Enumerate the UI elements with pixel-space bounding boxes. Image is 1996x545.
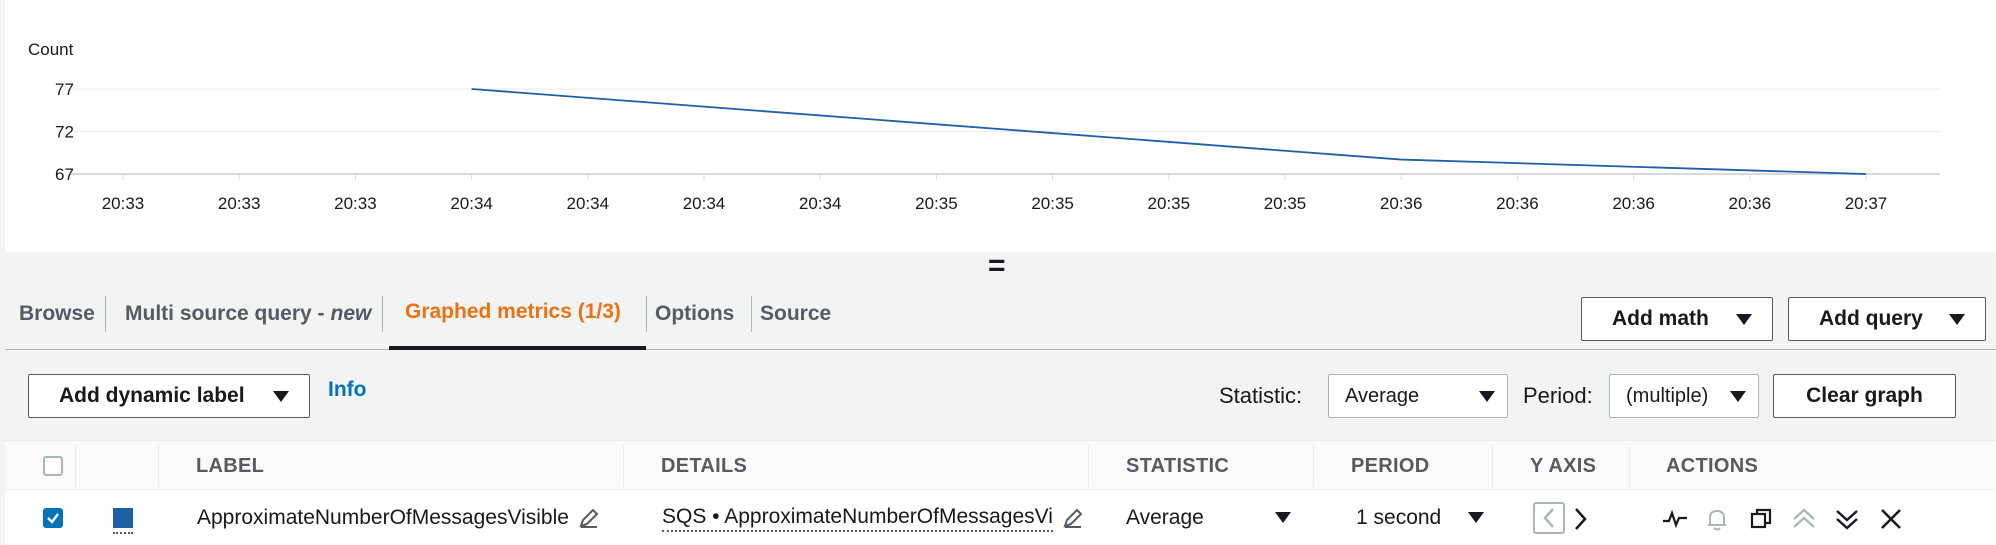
tab-multi-source-query[interactable]: Multi source query - new	[125, 278, 371, 350]
checkmark-icon	[47, 513, 59, 524]
tab-options[interactable]: Options	[655, 278, 734, 350]
swatch-underline	[113, 532, 133, 534]
tab-bar: Browse Multi source query - new Graphed …	[5, 278, 1996, 350]
tab-browse[interactable]: Browse	[19, 278, 95, 350]
add-math-button[interactable]: Add math	[1581, 297, 1773, 341]
move-up-icon[interactable]	[1790, 505, 1818, 533]
column-header-actions: ACTIONS	[1666, 454, 1759, 477]
caret-down-icon	[273, 390, 289, 402]
tab-divider	[382, 296, 383, 332]
caret-down-icon	[1275, 512, 1291, 523]
y-axis-label: Count	[28, 40, 74, 59]
tab-label: Options	[655, 302, 735, 325]
column-divider	[1313, 445, 1314, 487]
column-header-label: LABEL	[196, 454, 265, 477]
tab-source[interactable]: Source	[750, 278, 831, 350]
row-label-cell: ApproximateNumberOfMessagesVisible	[197, 490, 601, 545]
tab-new-badge: new	[330, 302, 372, 325]
button-label: Add dynamic label	[59, 384, 245, 407]
x-tick-label: 20:35	[1264, 194, 1307, 213]
table-header: LABEL DETAILS STATISTIC PERIOD Y AXIS AC…	[5, 440, 1996, 490]
x-tick-label: 20:36	[1729, 194, 1772, 213]
row-period-select[interactable]: 1 second	[1356, 490, 1484, 545]
line-chart: Count 67 72 77 20:33 20:33 20:33 20:34 20:34 20…	[28, 40, 1940, 213]
x-tick-label: 20:34	[683, 194, 726, 213]
graph-line-icon[interactable]	[1661, 505, 1689, 533]
table-row: ApproximateNumberOfMessagesVisible SQS •…	[5, 490, 1996, 545]
duplicate-icon[interactable]	[1747, 505, 1775, 533]
x-tick-label: 20:35	[1148, 194, 1191, 213]
x-tick-label: 20:35	[915, 194, 958, 213]
caret-down-icon	[1479, 390, 1495, 402]
move-down-icon[interactable]	[1833, 505, 1861, 533]
column-divider	[1492, 445, 1493, 487]
edit-pencil-icon[interactable]	[1061, 506, 1085, 530]
tab-graphed-metrics[interactable]: Graphed metrics (1/3)	[389, 278, 646, 350]
x-tick-label: 20:34	[799, 194, 842, 213]
column-divider	[75, 445, 76, 487]
caret-down-icon	[1736, 313, 1752, 325]
row-checkbox[interactable]	[43, 508, 63, 528]
tab-divider	[646, 296, 647, 332]
series-color-swatch[interactable]	[113, 508, 133, 528]
button-label: Add query	[1819, 307, 1923, 330]
tab-label: Graphed metrics (1/3)	[405, 300, 621, 323]
tab-label: Source	[760, 302, 832, 325]
add-query-button[interactable]: Add query	[1788, 297, 1986, 341]
x-tick-label: 20:36	[1380, 194, 1423, 213]
column-header-details: DETAILS	[661, 454, 748, 477]
button-label: Add math	[1612, 307, 1709, 330]
select-all-checkbox[interactable]	[43, 456, 63, 476]
tab-divider	[105, 296, 106, 332]
y-tick-label: 72	[55, 123, 74, 142]
x-tick-label: 20:36	[1612, 194, 1655, 213]
row-statistic-value: Average	[1126, 505, 1204, 529]
row-statistic-select[interactable]: Average	[1126, 490, 1291, 545]
statistic-select[interactable]: Average	[1328, 374, 1508, 418]
x-tick-label: 20:33	[334, 194, 377, 213]
row-period-value: 1 second	[1356, 505, 1442, 529]
x-tick-label: 20:36	[1496, 194, 1539, 213]
column-divider	[1629, 445, 1630, 487]
info-link[interactable]: Info	[328, 378, 367, 401]
clear-graph-button[interactable]: Clear graph	[1773, 374, 1956, 418]
column-header-statistic: STATISTIC	[1126, 454, 1230, 477]
x-tick-label: 20:33	[218, 194, 261, 213]
tab-label: Multi source query -	[125, 302, 325, 325]
close-icon[interactable]	[1877, 505, 1905, 533]
column-header-period: PERIOD	[1351, 454, 1430, 477]
caret-down-icon	[1949, 313, 1965, 325]
alarm-bell-icon[interactable]	[1703, 505, 1731, 533]
tab-label: Browse	[19, 302, 95, 325]
y-axis-right-icon[interactable]	[1571, 505, 1599, 533]
column-header-y-axis: Y AXIS	[1530, 454, 1597, 477]
row-details-cell: SQS • ApproximateNumberOfMessagesVi	[662, 490, 1085, 545]
metric-details[interactable]: SQS • ApproximateNumberOfMessagesVi	[662, 504, 1053, 532]
x-tick-label: 20:34	[450, 194, 493, 213]
column-divider	[623, 445, 624, 487]
period-label: Period:	[1523, 383, 1593, 408]
period-value: (multiple)	[1626, 384, 1709, 407]
edit-pencil-icon[interactable]	[577, 506, 601, 530]
x-tick-label: 20:34	[567, 194, 610, 213]
column-divider	[1088, 445, 1089, 487]
x-tick-label: 20:33	[102, 194, 145, 213]
column-divider	[158, 445, 159, 487]
caret-down-icon	[1468, 512, 1484, 523]
button-label: Clear graph	[1806, 384, 1923, 407]
x-tick-label: 20:35	[1031, 194, 1074, 213]
x-tick-label: 20:37	[1845, 194, 1888, 213]
y-tick-label: 77	[55, 80, 74, 99]
chart-panel: Count 67 72 77 20:33 20:33 20:33 20:34 20:34 20…	[5, 0, 1996, 252]
y-axis-left-icon[interactable]	[1533, 502, 1565, 534]
tab-divider	[751, 296, 752, 332]
y-tick-label: 67	[55, 165, 74, 184]
statistic-label: Statistic:	[1219, 383, 1303, 408]
metric-label[interactable]: ApproximateNumberOfMessagesVisible	[197, 505, 569, 529]
add-dynamic-label-button[interactable]: Add dynamic label	[28, 374, 310, 418]
caret-down-icon	[1730, 390, 1746, 402]
statistic-value: Average	[1345, 384, 1420, 407]
period-select[interactable]: (multiple)	[1609, 374, 1759, 418]
resize-handle[interactable]: =	[988, 249, 1006, 282]
